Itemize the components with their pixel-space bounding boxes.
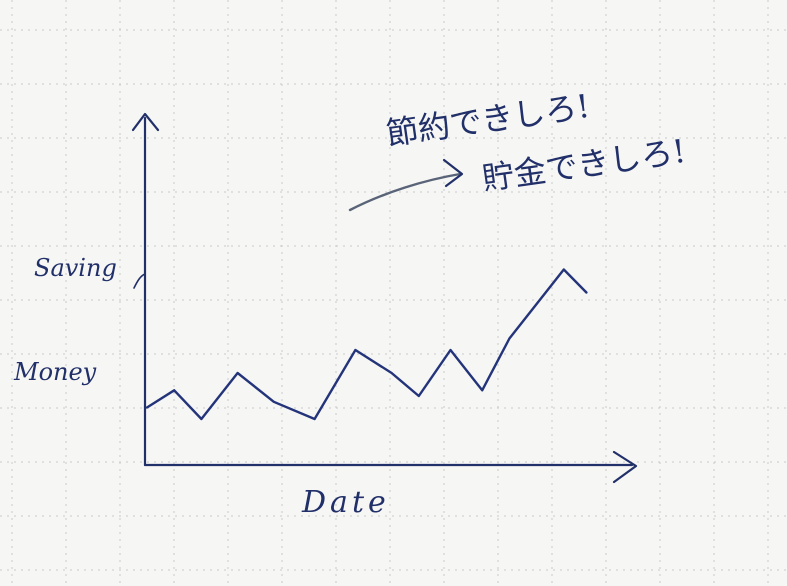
x-axis-label: Date	[301, 485, 390, 520]
y-axis-label-money: Money	[13, 358, 97, 386]
annotation-text-line2: 貯金できしろ!	[480, 132, 688, 198]
annotation-arrow	[348, 172, 462, 212]
y-axis-label-saving: Saving	[34, 254, 117, 282]
y-axis-arrow-icon	[131, 112, 160, 132]
x-axis-arrow-icon	[612, 450, 638, 484]
series-line	[145, 268, 588, 421]
y-axis-tick	[133, 273, 146, 289]
annotation-text-line1: 節約できしろ!	[384, 87, 592, 153]
annotation-arrow-head-icon	[442, 158, 464, 188]
